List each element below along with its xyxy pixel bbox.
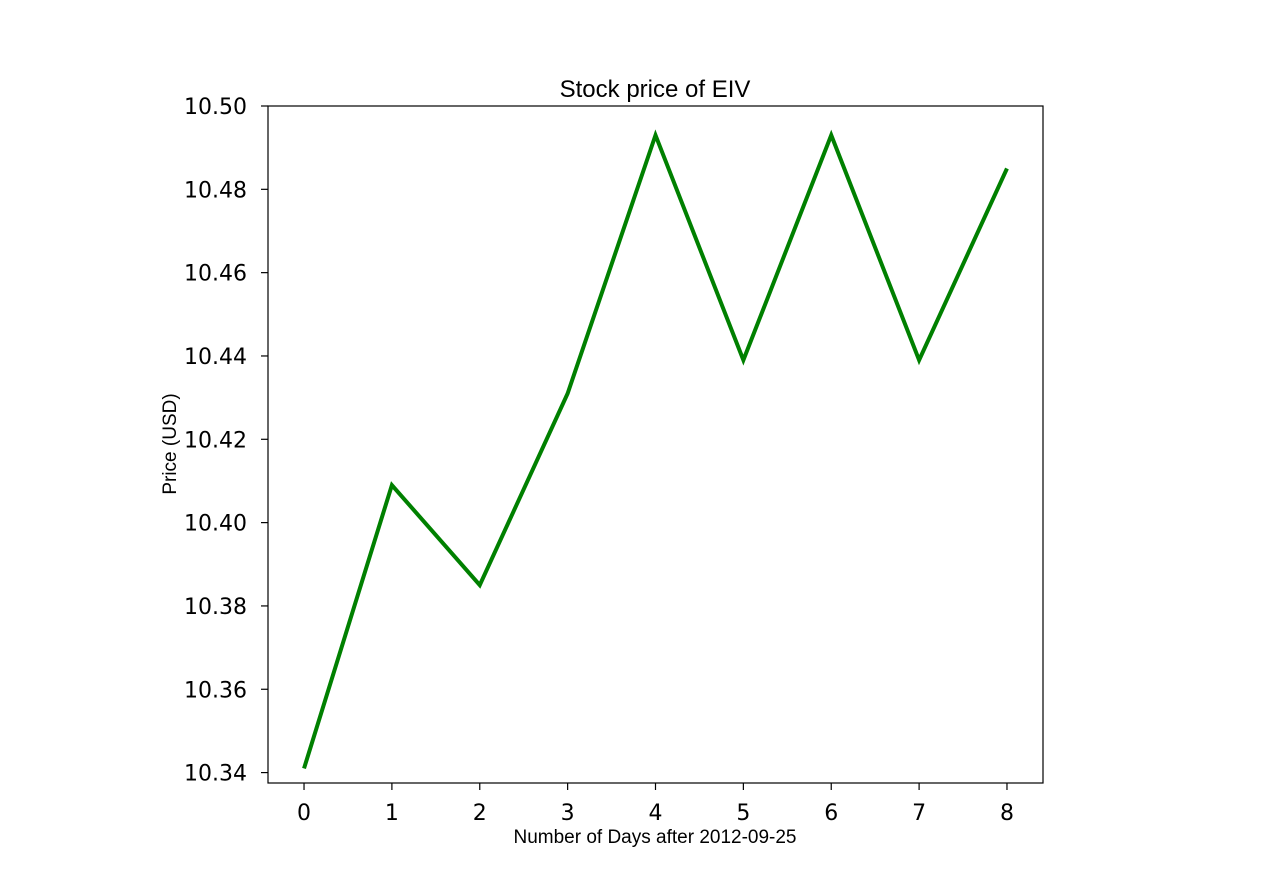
x-tick-label: 1 (385, 801, 399, 826)
y-tick-label: 10.38 (184, 595, 247, 620)
y-tick-label: 10.48 (184, 178, 247, 203)
y-tick-label: 10.42 (184, 428, 247, 453)
price-series-line (302, 129, 1009, 770)
x-tick-label: 4 (649, 801, 663, 826)
y-axis-ticks: 10.34 10.36 10.38 10.40 10.42 10.44 10.46 10.48… (184, 95, 268, 787)
x-tick-label: 8 (1000, 801, 1014, 826)
y-tick-label: 10.46 (184, 262, 247, 287)
y-axis-label: Price (USD) (160, 393, 181, 494)
x-tick-label: 5 (736, 801, 750, 826)
plot-area: 0 1 2 3 4 5 6 7 8 10.34 10.36 10.38 10.40 10.42 10.44… (184, 95, 1044, 826)
x-tick-label: 2 (473, 801, 487, 826)
x-axis-ticks: 0 1 2 3 4 5 6 7 8 (297, 783, 1014, 826)
y-tick-label: 10.50 (184, 95, 247, 120)
y-tick-label: 10.36 (184, 678, 247, 703)
x-tick-label: 6 (824, 801, 838, 826)
x-axis-label: Number of Days after 2012-09-25 (513, 827, 796, 848)
chart-title: Stock price of EIV (560, 76, 751, 103)
y-tick-label: 10.34 (184, 762, 247, 787)
y-tick-label: 10.40 (184, 512, 247, 537)
plot-frame (267, 105, 1044, 784)
x-tick-label: 3 (561, 801, 575, 826)
x-tick-label: 0 (297, 801, 311, 826)
x-tick-label: 7 (912, 801, 926, 826)
y-tick-label: 10.44 (184, 345, 247, 370)
series-layer (302, 129, 1009, 770)
